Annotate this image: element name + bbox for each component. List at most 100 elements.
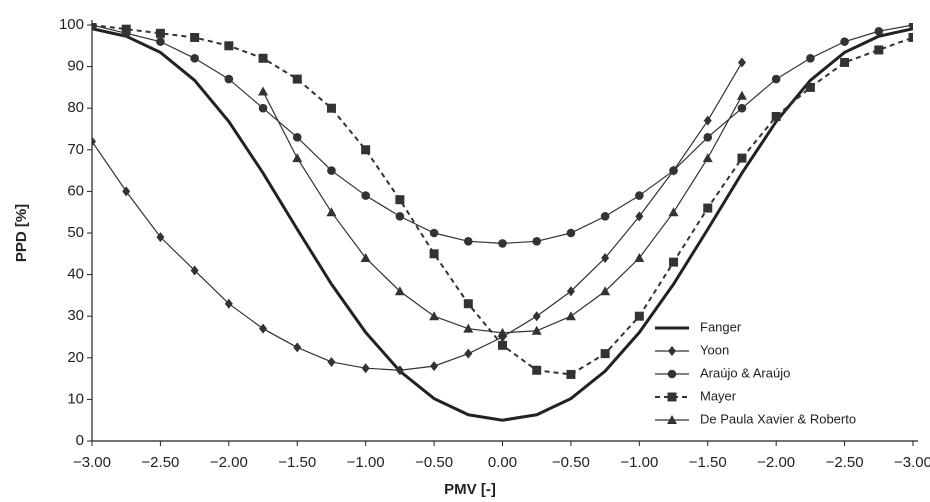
marker bbox=[702, 153, 713, 163]
marker bbox=[771, 112, 781, 122]
marker bbox=[668, 207, 679, 217]
marker bbox=[224, 298, 233, 309]
marker bbox=[259, 323, 268, 334]
y-tick-label: 10 bbox=[67, 390, 84, 407]
marker bbox=[908, 32, 913, 42]
marker bbox=[327, 356, 336, 367]
marker bbox=[190, 265, 199, 276]
legend-label: Yoon bbox=[700, 342, 729, 357]
marker bbox=[361, 145, 371, 155]
marker bbox=[634, 311, 644, 321]
marker bbox=[292, 153, 303, 163]
marker bbox=[258, 86, 269, 96]
legend-label: Mayer bbox=[700, 388, 737, 403]
x-tick-label: −2.50 bbox=[826, 454, 864, 471]
marker bbox=[464, 348, 473, 359]
marker bbox=[463, 237, 473, 246]
marker bbox=[566, 228, 576, 238]
x-tick-label: 0.00 bbox=[488, 454, 517, 471]
marker bbox=[908, 23, 913, 30]
y-tick-label: 80 bbox=[67, 99, 84, 116]
marker bbox=[565, 311, 576, 321]
y-tick-label: 100 bbox=[59, 16, 84, 33]
series bbox=[258, 86, 747, 337]
series-line bbox=[262, 91, 743, 334]
series-line bbox=[92, 24, 913, 376]
y-axis-label: PPD [%] bbox=[13, 204, 30, 262]
x-tick-label: −1.00 bbox=[620, 454, 658, 471]
series-line bbox=[92, 24, 913, 245]
marker bbox=[327, 166, 336, 175]
legend-label: Araújo & Araújo bbox=[700, 365, 790, 380]
x-tick-label: −0.50 bbox=[552, 454, 590, 471]
marker bbox=[566, 369, 576, 379]
marker bbox=[92, 23, 97, 30]
marker bbox=[326, 103, 336, 113]
marker bbox=[600, 349, 610, 359]
marker bbox=[805, 82, 815, 92]
marker bbox=[736, 90, 747, 100]
marker bbox=[156, 232, 165, 243]
marker bbox=[121, 24, 131, 34]
marker bbox=[155, 28, 165, 38]
x-tick-label: −0.50 bbox=[415, 454, 453, 471]
marker bbox=[874, 26, 884, 36]
marker bbox=[258, 53, 268, 63]
y-tick-label: 30 bbox=[67, 307, 84, 324]
marker bbox=[806, 53, 815, 63]
marker bbox=[395, 195, 405, 205]
marker bbox=[361, 191, 370, 200]
marker bbox=[429, 311, 440, 321]
x-axis-label: PMV [-] bbox=[444, 481, 496, 498]
y-tick-label: 90 bbox=[67, 58, 84, 75]
marker bbox=[737, 57, 746, 68]
marker bbox=[874, 45, 884, 55]
marker bbox=[668, 346, 676, 356]
series-line bbox=[92, 62, 743, 371]
y-tick-label: 70 bbox=[67, 141, 84, 158]
marker bbox=[292, 133, 302, 142]
y-tick-label: 20 bbox=[67, 349, 84, 366]
x-tick-label: −1.00 bbox=[347, 454, 385, 471]
marker bbox=[190, 32, 200, 42]
marker bbox=[667, 392, 677, 402]
marker bbox=[326, 207, 337, 217]
marker bbox=[667, 369, 677, 379]
marker bbox=[360, 252, 371, 262]
series-line bbox=[92, 27, 913, 422]
marker bbox=[498, 340, 507, 350]
marker bbox=[635, 211, 644, 222]
marker bbox=[190, 53, 199, 63]
marker bbox=[600, 212, 610, 221]
x-tick-label: −2.00 bbox=[757, 454, 795, 471]
marker bbox=[361, 363, 370, 374]
marker bbox=[429, 249, 439, 259]
y-tick-label: 40 bbox=[67, 266, 84, 283]
marker bbox=[532, 311, 541, 322]
x-tick-label: −3.00 bbox=[73, 454, 111, 471]
marker bbox=[635, 191, 644, 200]
marker bbox=[703, 133, 713, 142]
marker bbox=[840, 57, 850, 67]
marker bbox=[840, 37, 849, 46]
marker bbox=[532, 365, 542, 375]
y-tick-label: 0 bbox=[76, 432, 84, 449]
marker bbox=[703, 203, 713, 213]
marker bbox=[122, 186, 131, 197]
marker bbox=[600, 286, 611, 296]
marker bbox=[737, 103, 747, 113]
series bbox=[92, 27, 913, 422]
y-tick-label: 60 bbox=[67, 182, 84, 199]
x-tick-label: −2.50 bbox=[141, 454, 179, 471]
marker bbox=[498, 239, 507, 248]
marker bbox=[737, 153, 747, 163]
marker bbox=[532, 237, 542, 246]
y-tick-label: 50 bbox=[67, 224, 84, 241]
marker bbox=[463, 323, 474, 333]
legend: Fanger Yoon Araújo & Araújo Mayer De Paula X… bbox=[655, 319, 856, 426]
marker bbox=[395, 365, 404, 376]
marker bbox=[258, 103, 268, 113]
marker bbox=[703, 115, 712, 126]
marker bbox=[395, 212, 405, 221]
marker bbox=[293, 342, 302, 353]
